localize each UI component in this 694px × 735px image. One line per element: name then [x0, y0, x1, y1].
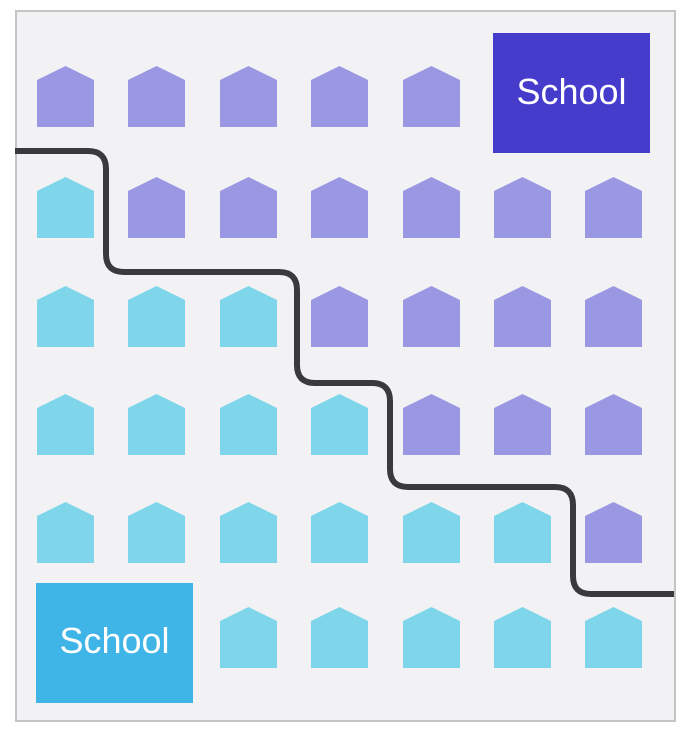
house-icon-district-b: [311, 502, 368, 563]
house-icon-district-a: [585, 177, 642, 238]
house-icon-district-a: [311, 286, 368, 347]
house-icon-district-a: [128, 177, 185, 238]
house-icon-district-b: [403, 502, 460, 563]
house-icon-district-a: [494, 394, 551, 455]
district-boundary-line: [15, 148, 674, 597]
house-icon-district-b: [220, 607, 277, 668]
house-icon-district-a: [311, 177, 368, 238]
house-icon-district-a: [128, 66, 185, 127]
house-icon-district-b: [220, 394, 277, 455]
house-icon-district-b: [311, 607, 368, 668]
house-icon-district-a: [585, 286, 642, 347]
house-icon-district-a: [585, 394, 642, 455]
house-icon-district-a: [403, 66, 460, 127]
school-a: School: [493, 33, 650, 153]
house-icon-district-b: [128, 394, 185, 455]
house-icon-district-a: [403, 394, 460, 455]
house-icon-district-a: [494, 286, 551, 347]
house-icon-district-b: [494, 502, 551, 563]
house-icon-district-b: [311, 394, 368, 455]
house-icon-district-a: [403, 286, 460, 347]
houses: [37, 66, 642, 668]
house-icon-district-b: [37, 177, 94, 238]
house-icon-district-a: [585, 502, 642, 563]
house-icon-district-a: [311, 66, 368, 127]
house-icon-district-b: [220, 286, 277, 347]
house-icon-district-b: [220, 502, 277, 563]
house-icon-district-b: [128, 286, 185, 347]
school-b-label: School: [59, 620, 169, 661]
house-icon-district-a: [220, 66, 277, 127]
house-icon-district-b: [37, 286, 94, 347]
house-icon-district-a: [37, 66, 94, 127]
house-icon-district-a: [403, 177, 460, 238]
school-b: School: [36, 583, 193, 703]
house-icon-district-b: [37, 394, 94, 455]
house-icon-district-b: [37, 502, 94, 563]
house-icon-district-b: [585, 607, 642, 668]
house-icon-district-b: [128, 502, 185, 563]
house-icon-district-a: [494, 177, 551, 238]
house-icon-district-a: [220, 177, 277, 238]
house-icon-district-b: [403, 607, 460, 668]
house-icon-district-b: [494, 607, 551, 668]
school-b-box: [36, 583, 193, 703]
school-a-label: School: [516, 71, 626, 112]
school-a-box: [493, 33, 650, 153]
